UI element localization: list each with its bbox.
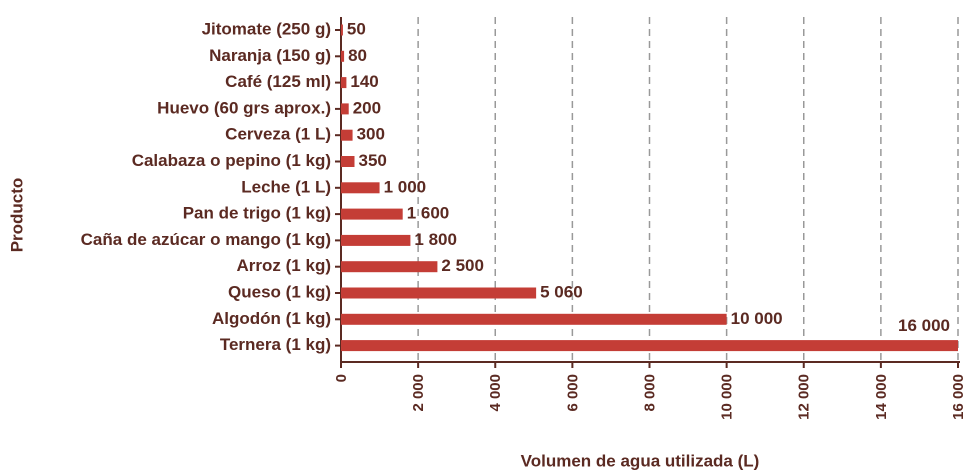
y-tick-label: Naranja (150 g) [209,46,331,65]
bar [341,234,411,246]
value-label: 10 000 [731,309,783,328]
value-label: 1 800 [414,230,457,249]
x-tick-label: 6 000 [564,374,581,412]
y-tick-label: Ternera (1 kg) [220,335,331,354]
bar [341,103,349,115]
value-label: 1 600 [407,204,450,223]
value-label: 1 000 [384,177,427,196]
value-label: 350 [358,151,386,170]
bar [341,261,438,273]
value-label: 50 [347,19,366,38]
y-tick-label: Jitomate (250 g) [202,19,331,38]
value-label: 200 [353,98,381,117]
y-tick-label: Calabaza o pepino (1 kg) [132,151,331,170]
bar [341,24,343,36]
value-label: 140 [350,72,378,91]
y-tick-label: Queso (1 kg) [228,282,331,301]
bar [341,156,355,167]
bar [341,182,380,194]
y-tick-label: Leche (1 L) [241,177,331,196]
y-tick-label: Cerveza (1 L) [225,125,331,144]
value-label: 16 000 [898,316,950,335]
x-tick-label: 8 000 [641,374,658,412]
bar [341,208,403,220]
bar [341,77,347,89]
bar [341,287,537,299]
bar [341,340,958,352]
y-axis-label: Producto [7,178,26,253]
value-label: 300 [357,125,385,144]
bar [341,50,345,62]
y-tick-label: Arroz (1 kg) [237,256,331,275]
x-tick-label: 0 [333,374,350,382]
x-tick-label: 14 000 [873,374,890,420]
y-tick-label: Huevo (60 grs aprox.) [157,98,331,117]
x-tick-label: 10 000 [719,374,736,420]
value-label: 2 500 [441,256,484,275]
bar [341,313,727,325]
y-tick-label: Café (125 ml) [225,72,331,91]
y-tick-label: Algodón (1 kg) [212,309,331,328]
value-label: 5 060 [540,282,583,301]
x-tick-label: 16 000 [950,374,967,420]
y-tick-label: Caña de azúcar o mango (1 kg) [81,230,331,249]
x-tick-label: 12 000 [796,374,813,420]
bar [341,129,353,141]
y-tick-label: Pan de trigo (1 kg) [183,204,331,223]
x-tick-label: 2 000 [410,374,427,412]
value-label: 80 [348,46,367,65]
x-axis-label: Volumen de agua utilizada (L) [521,451,760,470]
x-tick-label: 4 000 [487,374,504,412]
